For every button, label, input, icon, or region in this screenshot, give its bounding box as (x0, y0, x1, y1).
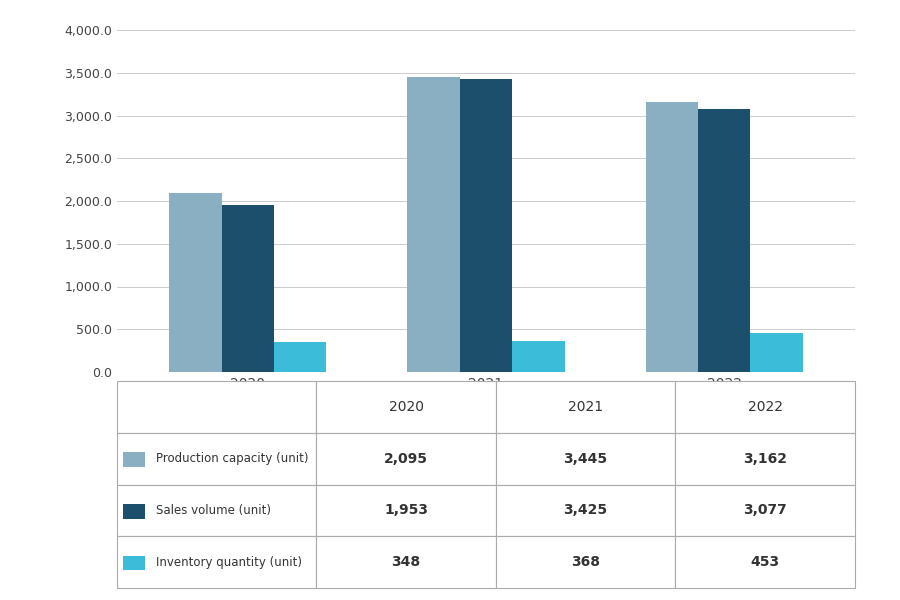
Bar (117, 433, 316, 485)
Text: 368: 368 (572, 555, 600, 569)
Text: 348: 348 (392, 555, 420, 569)
Text: 3,162: 3,162 (743, 452, 788, 466)
Bar (117, 485, 316, 536)
Bar (123, 556, 145, 571)
Bar (316, 433, 496, 485)
Bar (221, 205, 274, 372)
Bar (496, 485, 675, 536)
Text: Sales volume (unit): Sales volume (unit) (156, 504, 271, 517)
Bar (316, 536, 496, 588)
Bar (512, 341, 564, 372)
Text: 453: 453 (751, 555, 779, 569)
Bar (460, 79, 512, 372)
Text: 2021: 2021 (568, 400, 603, 414)
Bar (117, 381, 316, 433)
Text: 3,445: 3,445 (563, 452, 608, 466)
Bar (316, 381, 496, 433)
Bar (698, 109, 751, 372)
Text: 3,077: 3,077 (743, 503, 788, 517)
Text: 1,953: 1,953 (384, 503, 428, 517)
Bar (123, 504, 145, 518)
Bar (645, 101, 698, 372)
Bar (496, 381, 675, 433)
Bar (123, 452, 145, 467)
Text: 3,425: 3,425 (563, 503, 608, 517)
Text: Production capacity (unit): Production capacity (unit) (156, 452, 308, 465)
Bar (496, 536, 675, 588)
Bar (675, 485, 855, 536)
Bar (751, 333, 803, 372)
Bar (675, 381, 855, 433)
Bar (408, 77, 460, 372)
Bar (274, 342, 327, 372)
Bar (496, 433, 675, 485)
Bar (117, 536, 316, 588)
Bar (316, 485, 496, 536)
Bar (675, 433, 855, 485)
Bar (169, 193, 221, 372)
Text: 2020: 2020 (389, 400, 424, 414)
Text: Inventory quantity (unit): Inventory quantity (unit) (156, 556, 302, 569)
Text: 2022: 2022 (748, 400, 783, 414)
Bar (675, 536, 855, 588)
Text: 2,095: 2,095 (384, 452, 428, 466)
